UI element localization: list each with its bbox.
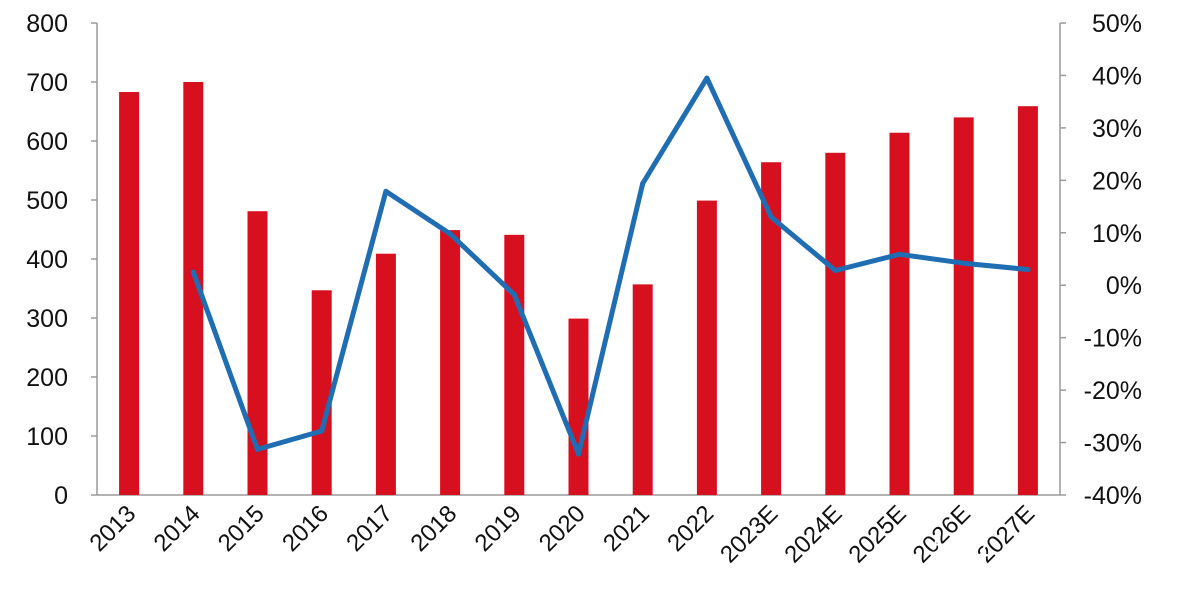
line-point xyxy=(383,188,389,194)
x-tick-label: 2014 xyxy=(149,500,206,557)
x-tick-label: 2020 xyxy=(534,500,591,557)
bar xyxy=(761,162,782,496)
x-tick-label: 2017 xyxy=(341,500,398,557)
bar-series xyxy=(119,82,1038,496)
left-tick-label: 200 xyxy=(26,364,68,392)
left-tick-label: 100 xyxy=(26,423,68,451)
x-tick-label: 2025E xyxy=(844,500,912,568)
bar xyxy=(119,92,140,495)
line-point xyxy=(255,446,260,452)
right-tick-label: 10% xyxy=(1092,220,1142,248)
right-tick-label: -40% xyxy=(1084,482,1142,510)
line-point xyxy=(897,251,902,257)
right-tick-label: -10% xyxy=(1084,325,1142,353)
line-series xyxy=(190,75,1031,457)
bar xyxy=(1017,106,1038,495)
line-point xyxy=(576,451,581,457)
x-tick-label: 2018 xyxy=(405,500,462,557)
line-point xyxy=(768,214,774,220)
bar xyxy=(632,284,653,495)
line-point xyxy=(511,292,517,298)
bar xyxy=(440,230,461,495)
watermark-text: 知乎 @浩海投研 xyxy=(930,538,1150,573)
bar xyxy=(504,234,525,495)
x-tick-label: 2019 xyxy=(470,500,527,557)
line-point xyxy=(961,260,967,266)
x-tick-label: 2021 xyxy=(598,500,655,557)
x-tick-label: 2023E xyxy=(715,500,783,568)
right-tick-label: -20% xyxy=(1084,377,1142,405)
bar xyxy=(696,200,717,495)
bar xyxy=(568,318,589,495)
left-tick-label: 300 xyxy=(26,305,68,333)
right-tick-label: 0% xyxy=(1106,272,1142,300)
right-tick-label: 20% xyxy=(1092,167,1142,195)
left-tick-label: 700 xyxy=(26,69,68,97)
line-point xyxy=(640,180,646,186)
bar xyxy=(183,82,204,495)
right-tick-label: 30% xyxy=(1092,115,1142,143)
right-tick-label: 50% xyxy=(1092,10,1142,38)
x-tick-label: 2016 xyxy=(277,500,334,557)
growth-line xyxy=(190,75,1031,457)
bar xyxy=(247,211,268,495)
left-tick-label: 400 xyxy=(26,246,68,274)
line-point xyxy=(1025,266,1031,272)
left-tick-label: 500 xyxy=(26,187,68,215)
bar xyxy=(889,132,910,496)
line-point xyxy=(832,268,838,274)
x-tick-label: 2015 xyxy=(213,500,270,557)
bar xyxy=(825,152,846,496)
line-point xyxy=(447,231,453,237)
x-tick-label: 2024E xyxy=(779,500,847,568)
left-tick-label: 600 xyxy=(26,128,68,156)
x-tick-label: 2013 xyxy=(84,500,141,557)
bar xyxy=(953,117,974,496)
line-point xyxy=(190,269,196,275)
line-point xyxy=(704,75,710,81)
left-tick-label: 0 xyxy=(54,482,68,510)
bar xyxy=(311,290,332,495)
right-tick-label: 40% xyxy=(1092,62,1142,90)
line-point xyxy=(319,428,325,434)
x-tick-label: 2022 xyxy=(662,500,719,557)
right-tick-label: -30% xyxy=(1084,430,1142,458)
bar xyxy=(375,253,396,495)
left-tick-label: 800 xyxy=(26,10,68,38)
